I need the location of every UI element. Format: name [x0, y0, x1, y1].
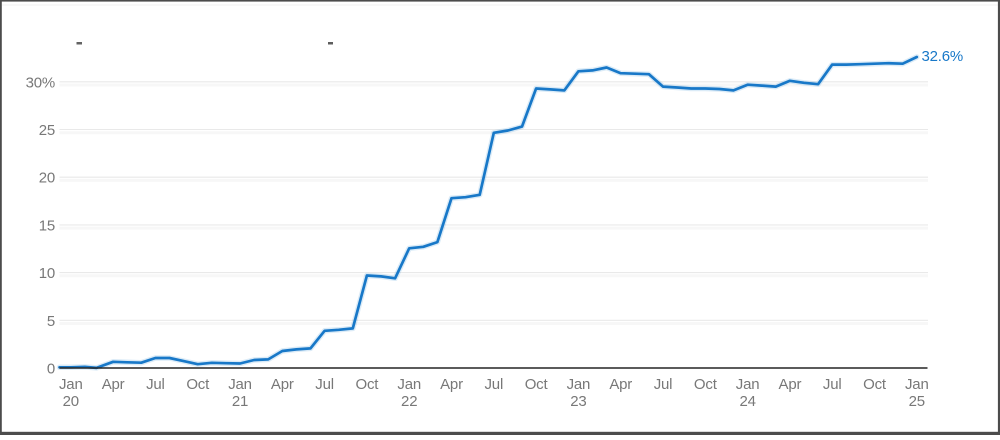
svg-text:22: 22: [401, 393, 417, 410]
svg-text:Jan: Jan: [59, 376, 83, 393]
svg-text:25: 25: [909, 393, 925, 410]
svg-text:20: 20: [39, 170, 55, 187]
svg-text:30%: 30%: [26, 74, 55, 91]
svg-text:Apr: Apr: [779, 376, 802, 393]
svg-text:Jan: Jan: [228, 376, 252, 393]
svg-text:21: 21: [232, 393, 248, 410]
svg-text:Oct: Oct: [525, 376, 549, 393]
svg-text:Oct: Oct: [186, 376, 210, 393]
svg-text:Jul: Jul: [654, 376, 673, 393]
svg-text:Jan: Jan: [397, 376, 421, 393]
svg-text:Jan: Jan: [736, 376, 760, 393]
svg-text:24: 24: [739, 393, 755, 410]
svg-text:32.6%: 32.6%: [922, 48, 964, 65]
svg-text:Apr: Apr: [102, 376, 125, 393]
svg-text:Jul: Jul: [146, 376, 165, 393]
svg-text:Apr: Apr: [609, 376, 632, 393]
svg-text:Jul: Jul: [823, 376, 842, 393]
svg-text:Oct: Oct: [694, 376, 718, 393]
svg-text:Apr: Apr: [440, 376, 463, 393]
svg-text:Apr: Apr: [271, 376, 294, 393]
svg-text:25: 25: [39, 122, 55, 139]
svg-text:23: 23: [570, 393, 586, 410]
svg-text:20: 20: [63, 393, 79, 410]
svg-text:10: 10: [39, 265, 55, 282]
svg-text:Jul: Jul: [485, 376, 504, 393]
svg-text:15: 15: [39, 217, 55, 234]
svg-text:0: 0: [47, 361, 55, 378]
svg-text:Jan: Jan: [567, 376, 591, 393]
svg-text:5: 5: [47, 313, 55, 330]
svg-text:Oct: Oct: [356, 376, 380, 393]
svg-text:Oct: Oct: [863, 376, 887, 393]
svg-text:Jan: Jan: [905, 376, 929, 393]
svg-text:Jul: Jul: [315, 376, 334, 393]
